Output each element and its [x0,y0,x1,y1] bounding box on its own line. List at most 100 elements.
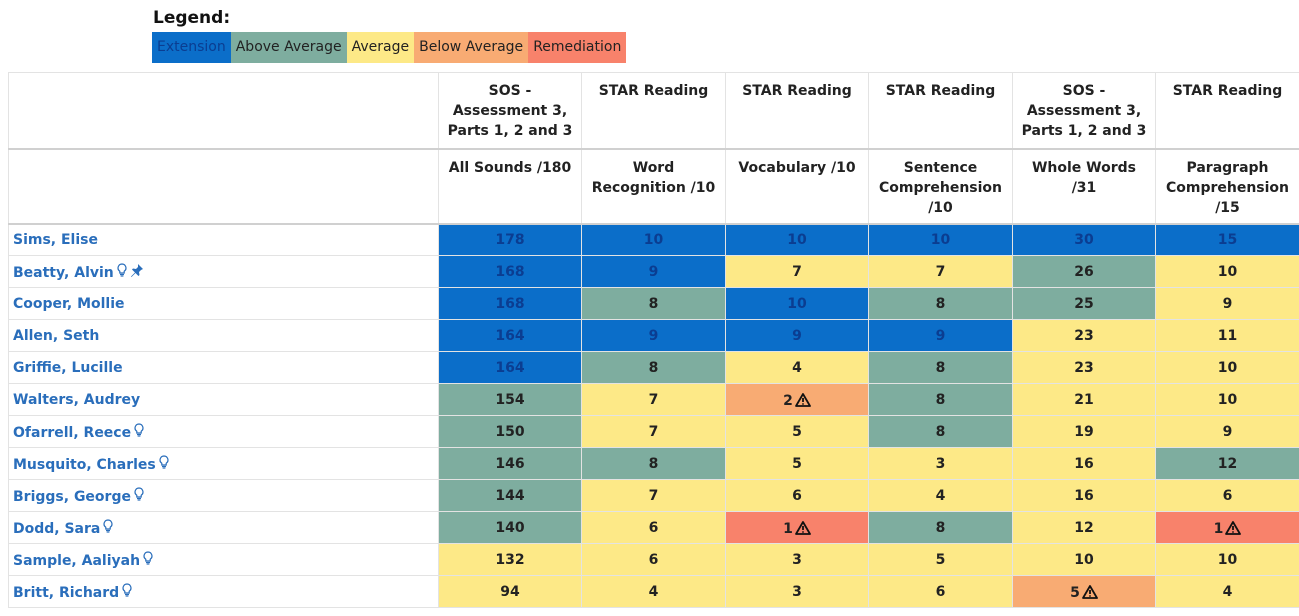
score-cell-above[interactable]: 154 [438,383,582,416]
score-cell-avg[interactable]: 7 [581,415,726,448]
score-cell-above[interactable]: 8 [868,511,1013,544]
score-cell-ext[interactable]: 9 [581,319,726,352]
score-cell-ext[interactable]: 30 [1012,223,1156,256]
score-cell-above[interactable]: 8 [581,287,726,320]
score-cell-rem[interactable]: 1 [1155,511,1299,544]
lightbulb-icon[interactable] [134,486,144,505]
score-cell-above[interactable]: 8 [868,415,1013,448]
column-measure-header[interactable]: All Sounds /180 [438,147,582,225]
score-cell-avg[interactable]: 16 [1012,447,1156,480]
student-name-link[interactable]: Walters, Audrey [13,391,141,408]
student-name-cell[interactable]: Ofarrell, Reece [8,415,439,448]
score-cell-avg[interactable]: 10 [1155,351,1299,384]
score-cell-below[interactable]: 2 [725,383,869,416]
student-name-link[interactable]: Allen, Seth [13,327,100,344]
score-cell-avg[interactable]: 19 [1012,415,1156,448]
score-cell-ext[interactable]: 164 [438,351,582,384]
score-cell-ext[interactable]: 178 [438,223,582,256]
score-cell-ext[interactable]: 9 [868,319,1013,352]
student-name-link[interactable]: Musquito, Charles [13,456,156,473]
score-cell-above[interactable]: 8 [581,447,726,480]
column-measure-header[interactable]: Sentence Comprehension /10 [868,147,1013,225]
score-cell-above[interactable]: 8 [868,287,1013,320]
score-cell-ext[interactable]: 10 [725,287,869,320]
column-measure-header[interactable]: Whole Words /31 [1012,147,1156,225]
student-name-cell[interactable]: Dodd, Sara [8,511,439,544]
score-cell-avg[interactable]: 23 [1012,319,1156,352]
score-cell-avg[interactable]: 11 [1155,319,1299,352]
score-cell-avg[interactable]: 6 [581,543,726,576]
score-cell-avg[interactable]: 23 [1012,351,1156,384]
score-cell-ext[interactable]: 10 [868,223,1013,256]
score-cell-avg[interactable]: 3 [725,543,869,576]
score-cell-above[interactable]: 26 [1012,255,1156,288]
score-cell-ext[interactable]: 15 [1155,223,1299,256]
score-cell-avg[interactable]: 12 [1012,511,1156,544]
score-cell-above[interactable]: 8 [868,351,1013,384]
score-cell-above[interactable]: 150 [438,415,582,448]
student-name-link[interactable]: Sample, Aaliyah [13,552,141,569]
score-cell-avg[interactable]: 16 [1012,479,1156,512]
student-name-link[interactable]: Cooper, Mollie [13,295,125,312]
student-name-cell[interactable]: Britt, Richard [8,575,439,608]
score-cell-avg[interactable]: 7 [725,255,869,288]
score-cell-above[interactable]: 146 [438,447,582,480]
score-cell-avg[interactable]: 5 [725,415,869,448]
score-cell-ext[interactable]: 10 [725,223,869,256]
student-name-cell[interactable]: Musquito, Charles [8,447,439,480]
score-cell-ext[interactable]: 168 [438,287,582,320]
score-cell-above[interactable]: 144 [438,479,582,512]
student-name-cell[interactable]: Sample, Aaliyah [8,543,439,576]
score-cell-above[interactable]: 8 [868,383,1013,416]
score-cell-avg[interactable]: 6 [1155,479,1299,512]
lightbulb-icon[interactable] [117,262,127,281]
column-measure-header[interactable]: Paragraph Comprehension /15 [1155,147,1299,225]
student-name-cell[interactable]: Beatty, Alvin [8,255,439,288]
student-name-link[interactable]: Griffie, Lucille [13,359,123,376]
score-cell-avg[interactable]: 10 [1155,543,1299,576]
lightbulb-icon[interactable] [122,582,132,601]
student-name-cell[interactable]: Walters, Audrey [8,383,439,416]
score-cell-avg[interactable]: 94 [438,575,582,608]
score-cell-ext[interactable]: 9 [581,255,726,288]
score-cell-avg[interactable]: 7 [868,255,1013,288]
score-cell-avg[interactable]: 21 [1012,383,1156,416]
score-cell-avg[interactable]: 5 [868,543,1013,576]
lightbulb-icon[interactable] [103,518,113,537]
student-name-cell[interactable]: Sims, Elise [8,223,439,256]
score-cell-avg[interactable]: 4 [868,479,1013,512]
score-cell-avg[interactable]: 4 [725,351,869,384]
score-cell-avg[interactable]: 132 [438,543,582,576]
score-cell-avg[interactable]: 4 [581,575,726,608]
score-cell-ext[interactable]: 168 [438,255,582,288]
student-name-link[interactable]: Beatty, Alvin [13,264,114,281]
student-name-link[interactable]: Briggs, George [13,488,131,505]
score-cell-avg[interactable]: 10 [1012,543,1156,576]
pin-icon[interactable] [130,263,144,281]
score-cell-avg[interactable]: 9 [1155,415,1299,448]
student-name-cell[interactable]: Allen, Seth [8,319,439,352]
score-cell-avg[interactable]: 7 [581,383,726,416]
score-cell-avg[interactable]: 3 [725,575,869,608]
score-cell-rem[interactable]: 1 [725,511,869,544]
score-cell-above[interactable]: 12 [1155,447,1299,480]
score-cell-avg[interactable]: 7 [581,479,726,512]
score-cell-above[interactable]: 140 [438,511,582,544]
score-cell-avg[interactable]: 10 [1155,255,1299,288]
score-cell-avg[interactable]: 5 [725,447,869,480]
score-cell-avg[interactable]: 3 [868,447,1013,480]
score-cell-ext[interactable]: 164 [438,319,582,352]
student-name-link[interactable]: Sims, Elise [13,231,98,248]
score-cell-avg[interactable]: 6 [868,575,1013,608]
lightbulb-icon[interactable] [159,454,169,473]
student-name-cell[interactable]: Cooper, Mollie [8,287,439,320]
lightbulb-icon[interactable] [143,550,153,569]
lightbulb-icon[interactable] [134,422,144,441]
score-cell-ext[interactable]: 10 [581,223,726,256]
column-measure-header[interactable]: Vocabulary /10 [725,147,869,225]
score-cell-avg[interactable]: 10 [1155,383,1299,416]
column-measure-header[interactable]: Word Recognition /10 [581,147,726,225]
student-name-link[interactable]: Dodd, Sara [13,520,101,537]
student-name-cell[interactable]: Briggs, George [8,479,439,512]
score-cell-below[interactable]: 5 [1012,575,1156,608]
